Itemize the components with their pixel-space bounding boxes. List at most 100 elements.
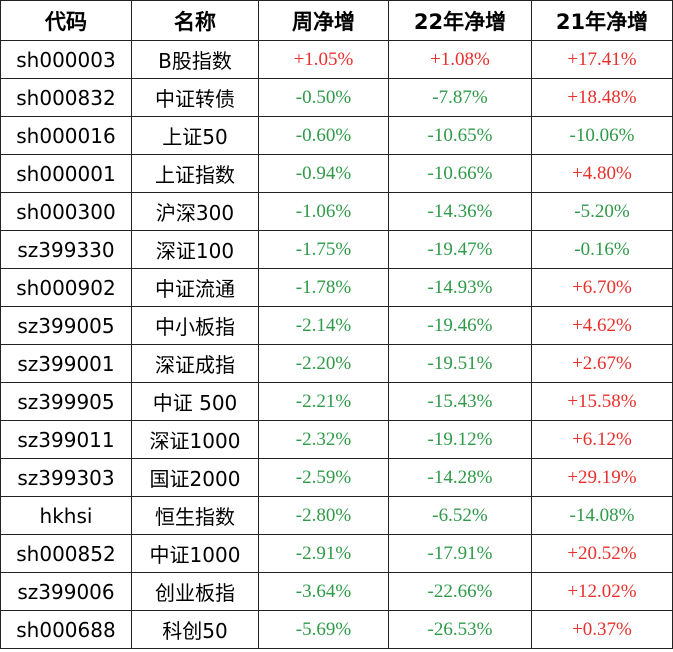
code-cell: sz399011 <box>0 420 132 459</box>
code-cell: sh000688 <box>0 610 132 649</box>
change-cell: -7.87% <box>388 78 532 117</box>
table-body: sh000003 B股指数 +1.05% +1.08% +17.41% sh000832 中… <box>0 40 673 649</box>
change-cell: +2.67% <box>531 344 673 383</box>
header-row: 代码 名称 周净增 22年净增 21年净增 <box>0 0 673 41</box>
change-cell: -14.36% <box>388 192 532 231</box>
change-cell: -2.80% <box>258 496 389 535</box>
code-cell: hkhsi <box>0 496 132 535</box>
change-cell: +12.02% <box>531 572 673 611</box>
name-cell: 恒生指数 <box>131 496 259 535</box>
change-cell: +0.37% <box>531 610 673 649</box>
name-cell: 深证1000 <box>131 420 259 459</box>
code-cell: sh000852 <box>0 534 132 573</box>
table-row: sh000001 上证指数 -0.94% -10.66% +4.80% <box>0 154 673 193</box>
name-cell: 深证100 <box>131 230 259 269</box>
change-cell: -2.91% <box>258 534 389 573</box>
table-row: sz399011 深证1000 -2.32% -19.12% +6.12% <box>0 420 673 459</box>
header-cell: 22年净增 <box>388 0 532 41</box>
change-cell: -3.64% <box>258 572 389 611</box>
change-cell: -0.16% <box>531 230 673 269</box>
change-cell: -2.59% <box>258 458 389 497</box>
code-cell: sz399905 <box>0 382 132 421</box>
name-cell: 上证指数 <box>131 154 259 193</box>
table-row: sz399905 中证 500 -2.21% -15.43% +15.58% <box>0 382 673 421</box>
change-cell: -1.75% <box>258 230 389 269</box>
name-cell: 科创50 <box>131 610 259 649</box>
change-cell: -10.65% <box>388 116 532 155</box>
change-cell: -14.08% <box>531 496 673 535</box>
change-cell: -6.52% <box>388 496 532 535</box>
code-cell: sz399005 <box>0 306 132 345</box>
change-cell: +1.05% <box>258 40 389 79</box>
table-row: sh000902 中证流通 -1.78% -14.93% +6.70% <box>0 268 673 307</box>
code-cell: sz399303 <box>0 458 132 497</box>
code-cell: sh000016 <box>0 116 132 155</box>
change-cell: -1.78% <box>258 268 389 307</box>
table-row: sz399001 深证成指 -2.20% -19.51% +2.67% <box>0 344 673 383</box>
name-cell: 中证转债 <box>131 78 259 117</box>
code-cell: sz399330 <box>0 230 132 269</box>
table-row: sz399303 国证2000 -2.59% -14.28% +29.19% <box>0 458 673 497</box>
change-cell: +15.58% <box>531 382 673 421</box>
change-cell: +17.41% <box>531 40 673 79</box>
change-cell: -2.14% <box>258 306 389 345</box>
change-cell: +6.12% <box>531 420 673 459</box>
name-cell: 上证50 <box>131 116 259 155</box>
code-cell: sh000902 <box>0 268 132 307</box>
name-cell: 中证1000 <box>131 534 259 573</box>
change-cell: -17.91% <box>388 534 532 573</box>
code-cell: sh000300 <box>0 192 132 231</box>
code-cell: sz399006 <box>0 572 132 611</box>
change-cell: +29.19% <box>531 458 673 497</box>
header-cell: 21年净增 <box>531 0 673 41</box>
table-row: sh000003 B股指数 +1.05% +1.08% +17.41% <box>0 40 673 79</box>
change-cell: +6.70% <box>531 268 673 307</box>
table-row: sz399005 中小板指 -2.14% -19.46% +4.62% <box>0 306 673 345</box>
change-cell: -10.66% <box>388 154 532 193</box>
change-cell: -15.43% <box>388 382 532 421</box>
change-cell: -14.93% <box>388 268 532 307</box>
change-cell: -0.94% <box>258 154 389 193</box>
change-cell: -22.66% <box>388 572 532 611</box>
name-cell: 国证2000 <box>131 458 259 497</box>
change-cell: -10.06% <box>531 116 673 155</box>
change-cell: -19.51% <box>388 344 532 383</box>
table-row: sz399006 创业板指 -3.64% -22.66% +12.02% <box>0 572 673 611</box>
table-row: sh000832 中证转债 -0.50% -7.87% +18.48% <box>0 78 673 117</box>
table-row: hkhsi 恒生指数 -2.80% -6.52% -14.08% <box>0 496 673 535</box>
change-cell: -19.46% <box>388 306 532 345</box>
change-cell: +18.48% <box>531 78 673 117</box>
change-cell: +1.08% <box>388 40 532 79</box>
change-cell: +4.62% <box>531 306 673 345</box>
change-cell: -19.12% <box>388 420 532 459</box>
change-cell: -2.21% <box>258 382 389 421</box>
name-cell: 中证 500 <box>131 382 259 421</box>
header-cell: 名称 <box>131 0 259 41</box>
change-cell: -1.06% <box>258 192 389 231</box>
name-cell: 沪深300 <box>131 192 259 231</box>
name-cell: 中证流通 <box>131 268 259 307</box>
name-cell: B股指数 <box>131 40 259 79</box>
table-row: sh000852 中证1000 -2.91% -17.91% +20.52% <box>0 534 673 573</box>
header-cell: 周净增 <box>258 0 389 41</box>
name-cell: 中小板指 <box>131 306 259 345</box>
change-cell: -5.20% <box>531 192 673 231</box>
change-cell: -2.32% <box>258 420 389 459</box>
code-cell: sh000832 <box>0 78 132 117</box>
code-cell: sh000001 <box>0 154 132 193</box>
change-cell: -5.69% <box>258 610 389 649</box>
change-cell: -19.47% <box>388 230 532 269</box>
table-row: sz399330 深证100 -1.75% -19.47% -0.16% <box>0 230 673 269</box>
change-cell: -2.20% <box>258 344 389 383</box>
code-cell: sz399001 <box>0 344 132 383</box>
table-row: sh000688 科创50 -5.69% -26.53% +0.37% <box>0 610 673 649</box>
change-cell: +20.52% <box>531 534 673 573</box>
table-row: sh000300 沪深300 -1.06% -14.36% -5.20% <box>0 192 673 231</box>
name-cell: 深证成指 <box>131 344 259 383</box>
code-cell: sh000003 <box>0 40 132 79</box>
change-cell: +4.80% <box>531 154 673 193</box>
change-cell: -26.53% <box>388 610 532 649</box>
header-cell: 代码 <box>0 0 132 41</box>
